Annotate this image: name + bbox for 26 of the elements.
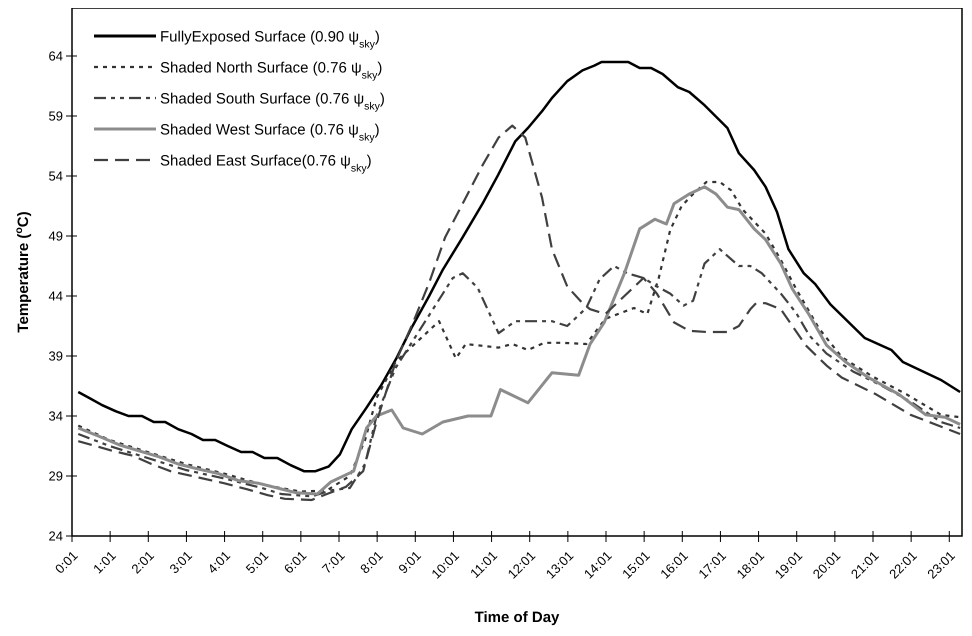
y-tick-label: 64	[48, 48, 63, 64]
y-tick-label: 54	[48, 168, 63, 184]
y-tick-label: 29	[48, 468, 63, 484]
x-axis-title: Time of Day	[474, 609, 560, 626]
legend-label: Shaded East Surface(0.76 ψ$_{sky}$)	[160, 152, 372, 174]
x-tick-label: 9:01	[395, 548, 424, 576]
x-tick-label: 8:01	[357, 548, 386, 576]
x-tick-label: 0:01	[52, 548, 81, 576]
y-tick-label: 44	[48, 288, 63, 304]
line-series	[77, 124, 962, 502]
y-tick-label: 34	[48, 408, 63, 424]
x-tick-label: 1:01	[90, 548, 119, 576]
legend-label: FullyExposed Surface (0.90 ψ$_{sky}$)	[160, 28, 380, 50]
y-tick-label: 39	[48, 348, 63, 364]
y-tick-label: 59	[48, 108, 63, 124]
y-tick-label: 24	[48, 528, 63, 544]
x-tick-label: 5:01	[242, 548, 272, 576]
legend-label: Shaded North Surface (0.76 ψ$_{sky}$)	[160, 59, 382, 82]
y-tick-label: 49	[48, 228, 63, 244]
x-tick-label: 6:01	[280, 548, 310, 576]
x-tick-label: 7:01	[319, 548, 348, 576]
x-tick-label: 3:01	[166, 548, 195, 576]
legend-label: Shaded West Surface (0.76 ψ$_{sky}$)	[160, 121, 380, 144]
x-tick-label: 4:01	[204, 548, 234, 576]
x-tick-label: 2:01	[128, 548, 157, 576]
legend-label: Shaded South Surface (0.76 ψ$_{sky}$)	[160, 90, 385, 112]
